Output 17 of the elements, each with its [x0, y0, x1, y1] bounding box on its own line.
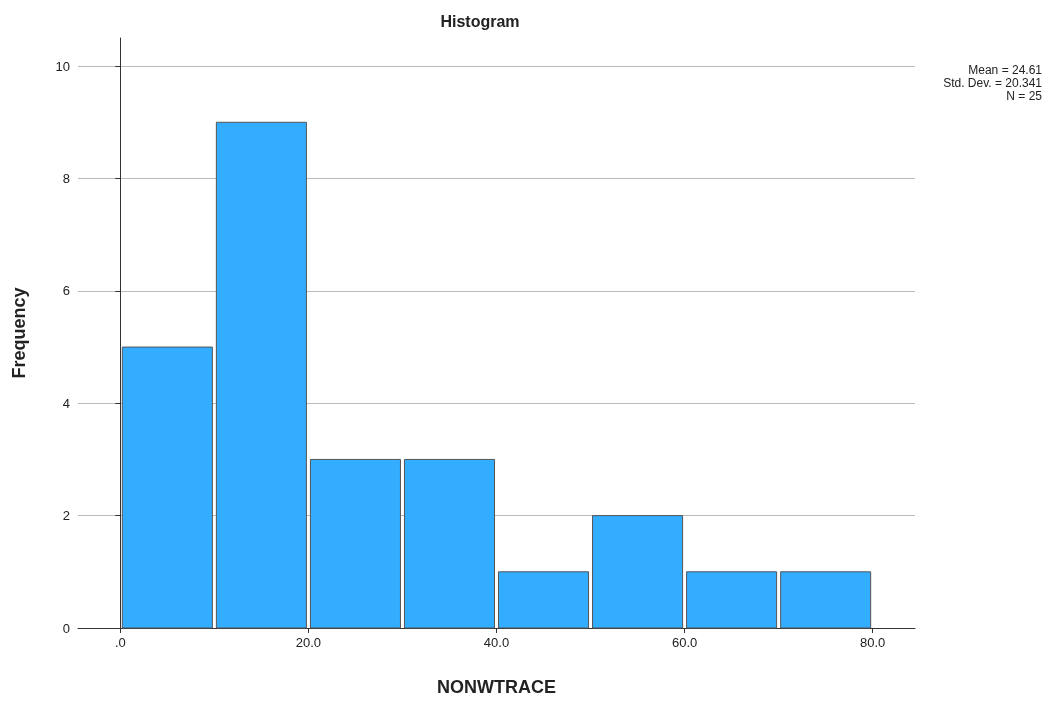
text: N = 25	[1006, 89, 1043, 103]
x-tick-label: 80.0	[860, 635, 886, 650]
y-tick-label: 0	[62, 620, 70, 636]
x-tick-label: 60.0	[671, 635, 698, 650]
y-tick-label: 4	[62, 395, 70, 411]
y-tick-label: 6	[62, 283, 70, 299]
y-tick-label: 10	[55, 58, 70, 74]
x-tick-label: 20.0	[295, 635, 322, 650]
chart-title: Histogram	[440, 12, 520, 30]
x-tick-label: .0	[114, 635, 126, 650]
y-axis-title: Frequency	[9, 287, 29, 379]
text: Std. Dev. = 20.341	[943, 76, 1043, 90]
text: Mean = 24.61	[968, 63, 1043, 77]
x-tick-label: 40.0	[483, 635, 510, 650]
y-tick-label: 2	[62, 508, 70, 524]
y-tick-label: 8	[62, 170, 70, 186]
x-axis-title: NONWTRACE	[437, 677, 556, 697]
